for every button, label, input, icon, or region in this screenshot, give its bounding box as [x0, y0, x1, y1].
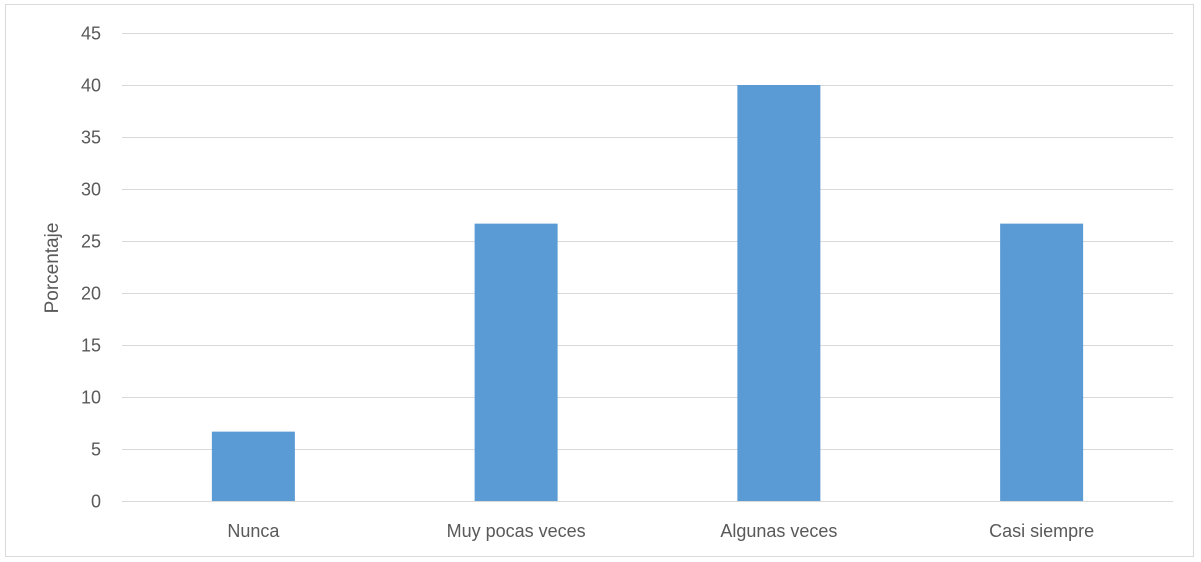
- x-tick-label: Nunca: [227, 521, 280, 541]
- x-axis-ticks: Nunca Muy pocas veces Algunas veces Casi si…: [227, 521, 1094, 541]
- x-tick-label: Algunas veces: [720, 521, 837, 541]
- bars: [211, 85, 1084, 501]
- y-axis-title: Porcentaje: [42, 223, 63, 314]
- bar-muy-pocas-veces: [474, 223, 558, 501]
- y-tick-label: 10: [81, 388, 101, 408]
- bar-casi-siempre: [1000, 223, 1084, 501]
- y-axis-ticks: 0 5 10 15 20 25 30 35 40 45: [81, 24, 101, 512]
- y-tick-label: 0: [91, 492, 101, 512]
- y-tick-label: 15: [81, 336, 101, 356]
- bar-algunas-veces: [737, 85, 821, 501]
- y-tick-label: 5: [91, 440, 101, 460]
- bar-nunca: [211, 431, 295, 501]
- y-tick-label: 30: [81, 180, 101, 200]
- y-tick-label: 45: [81, 24, 101, 44]
- x-tick-label: Muy pocas veces: [447, 521, 586, 541]
- chart-frame: [5, 4, 1194, 557]
- y-tick-label: 35: [81, 128, 101, 148]
- y-tick-label: 25: [81, 232, 101, 252]
- x-tick-label: Casi siempre: [989, 521, 1094, 541]
- y-tick-label: 20: [81, 284, 101, 304]
- y-tick-label: 40: [81, 76, 101, 96]
- gridlines: [122, 33, 1173, 502]
